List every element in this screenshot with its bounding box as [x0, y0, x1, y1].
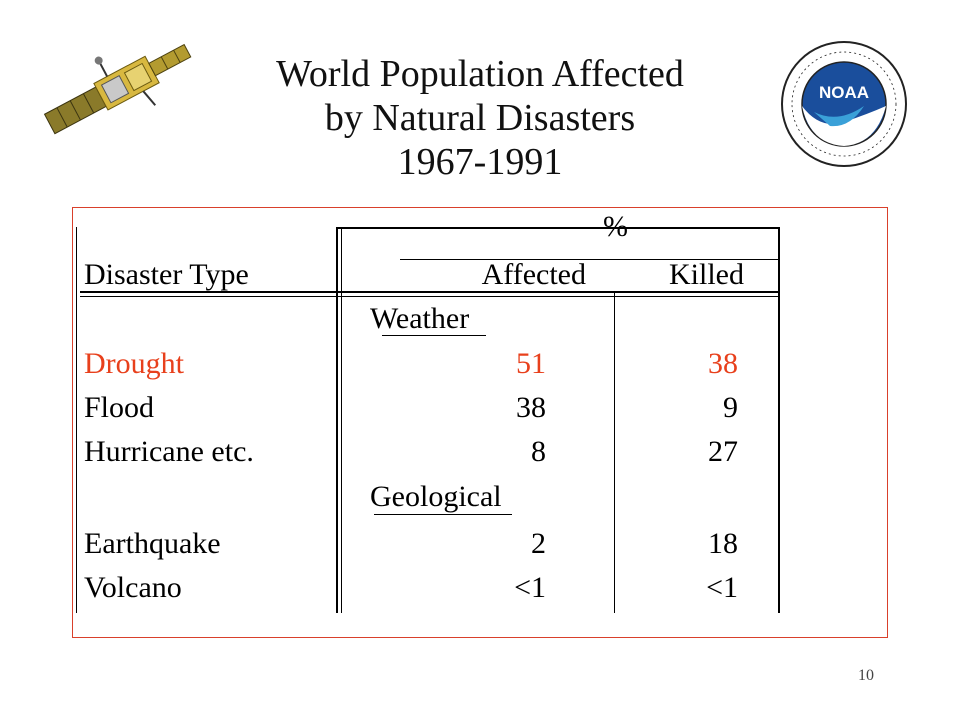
- header-top-line: [400, 259, 780, 260]
- table-row-earthquake-type: Earthquake: [84, 527, 221, 560]
- left-edge-line: [76, 227, 77, 613]
- table-frame: [72, 207, 888, 638]
- section-geological-underline: [374, 514, 512, 515]
- header-underline: [80, 291, 780, 293]
- table-top-border: [336, 227, 780, 229]
- table-row-volcano-type: Volcano: [84, 571, 182, 604]
- section-geological: Geological: [370, 480, 502, 513]
- table-left-divider-shadow: [341, 227, 342, 613]
- table-row-earthquake-affected: 2: [531, 527, 546, 560]
- slide-number: 10: [858, 667, 874, 684]
- title-line-1: World Population Affected: [276, 53, 684, 95]
- table-row-flood-killed: 9: [723, 391, 738, 424]
- table-row-drought-type: Drought: [84, 347, 184, 380]
- table-row-volcano-affected: <1: [514, 571, 546, 604]
- table-mid-divider: [614, 291, 615, 613]
- table-row-hurricane-killed: 27: [708, 435, 738, 468]
- table-row-drought-affected: 51: [516, 347, 546, 380]
- table-row-hurricane-type: Hurricane etc.: [84, 435, 254, 468]
- section-weather: Weather: [370, 302, 470, 335]
- table-row-drought-killed: 38: [708, 347, 738, 380]
- table-row-volcano-killed: <1: [706, 571, 738, 604]
- table-row-hurricane-affected: 8: [531, 435, 546, 468]
- header-affected: Affected: [481, 258, 586, 291]
- header-disaster-type: Disaster Type: [84, 258, 249, 291]
- header-underline-2: [80, 296, 780, 297]
- header-killed: Killed: [669, 258, 744, 291]
- title-line-3: 1967-1991: [397, 141, 563, 183]
- table-row-flood-affected: 38: [516, 391, 546, 424]
- table-left-divider: [336, 227, 338, 613]
- percent-label: %: [603, 210, 628, 243]
- satellite-image: [43, 43, 192, 135]
- table-row-earthquake-killed: 18: [708, 527, 738, 560]
- noaa-logo: NOAA: [781, 41, 907, 167]
- title-line-2: by Natural Disasters: [324, 97, 636, 139]
- slide-title: World Population Affected by Natural Dis…: [200, 52, 760, 184]
- section-weather-underline: [382, 335, 486, 336]
- noaa-logo-text: NOAA: [819, 83, 869, 102]
- table-row-flood-type: Flood: [84, 391, 155, 424]
- table-right-border: [778, 227, 780, 613]
